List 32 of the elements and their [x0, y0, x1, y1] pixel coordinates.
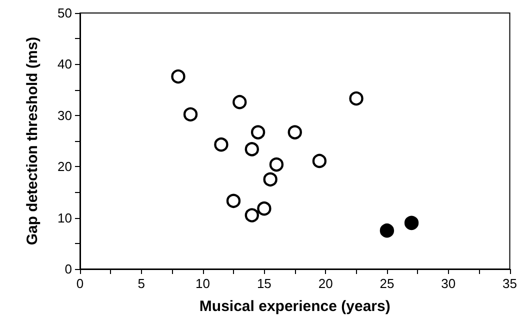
point — [244, 142, 260, 156]
point — [244, 208, 260, 222]
point — [404, 216, 419, 230]
y-tick-label: 50 — [58, 6, 72, 20]
y-tick-label: 30 — [58, 108, 72, 123]
point — [183, 107, 198, 122]
point — [257, 201, 272, 216]
point — [214, 137, 228, 152]
x-axis-title: Musical experience (years) — [199, 298, 390, 315]
point — [269, 157, 284, 172]
x-tick-label: 25 — [380, 276, 394, 291]
y-axis-title: Gap detection threshold (ms) — [24, 36, 41, 246]
point — [250, 125, 266, 140]
x-tick-label: 0 — [76, 276, 84, 291]
point — [226, 194, 241, 208]
point — [171, 69, 186, 84]
x-tick-label: 10 — [196, 276, 210, 291]
y-tick-label: 40 — [58, 56, 72, 72]
y-tick-label: 20 — [58, 159, 72, 174]
x-tick-label: 5 — [138, 276, 146, 291]
point — [288, 125, 302, 140]
x-tick-label: 20 — [318, 276, 333, 291]
x-tick-label: 15 — [256, 276, 272, 291]
point — [263, 172, 278, 186]
point — [312, 154, 327, 168]
y-tick-label: 0 — [64, 262, 72, 276]
point — [349, 91, 364, 106]
point — [232, 94, 247, 110]
x-tick-label: 30 — [441, 276, 456, 291]
y-tick-label: 10 — [58, 210, 72, 226]
x-tick-label: 35 — [502, 276, 518, 291]
point — [380, 224, 394, 238]
